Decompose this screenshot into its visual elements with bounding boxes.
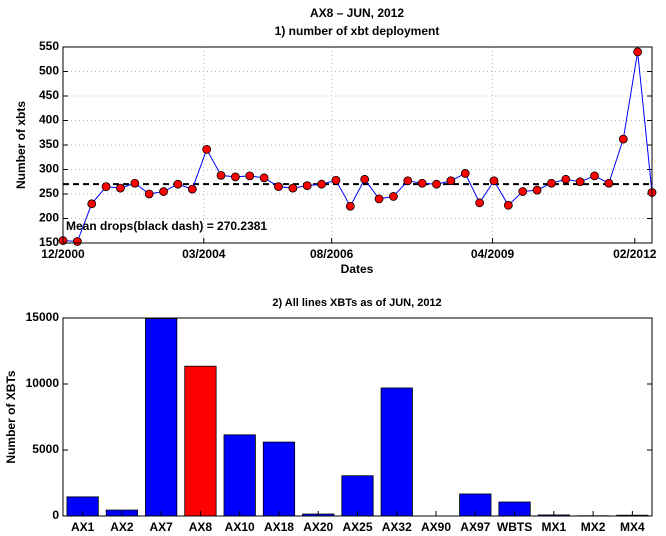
x-tick-label: AX2: [110, 520, 134, 534]
bar: [223, 434, 256, 517]
data-point: [173, 179, 183, 189]
y-tick-label: 300: [39, 162, 59, 176]
y-tick-label: 400: [39, 113, 59, 127]
y-axis-label: Number of xbts: [14, 101, 28, 189]
data-point: [101, 182, 111, 192]
data-point: [633, 47, 643, 57]
x-tick-label: 08/2006: [310, 247, 354, 261]
data-point: [87, 199, 97, 209]
y-tick-label: 350: [39, 137, 59, 151]
data-point: [288, 183, 298, 193]
x-tick-label: 03/2004: [182, 247, 226, 261]
data-point: [403, 176, 413, 186]
data-point: [259, 173, 269, 183]
data-point: [604, 178, 614, 188]
data-point: [389, 192, 398, 201]
x-tick-label: AX25: [342, 520, 372, 534]
data-point: [345, 201, 355, 211]
data-point: [331, 175, 341, 185]
x-tick-label: AX10: [225, 520, 255, 534]
y-tick-label: 5000: [32, 442, 59, 456]
data-point: [187, 184, 197, 194]
data-point: [72, 237, 82, 246]
y-tick-label: 500: [39, 64, 59, 78]
data-point: [518, 187, 528, 196]
data-point: [202, 145, 212, 154]
x-tick-label: MX2: [581, 520, 606, 534]
y-tick-label: 0: [52, 508, 59, 522]
data-point: [144, 189, 154, 199]
data-point: [460, 169, 470, 178]
x-tick-label: AX20: [303, 520, 333, 534]
data-point: [618, 134, 628, 144]
data-point: [216, 170, 226, 180]
data-point: [159, 187, 168, 196]
x-tick-label: AX8: [189, 520, 213, 534]
x-tick-label: WBTS: [497, 520, 532, 534]
data-point: [532, 185, 542, 195]
plot-frame: [62, 46, 653, 244]
chart-subtitle: 1) number of xbt deployment: [275, 24, 440, 38]
chart-title: AX8 – JUN, 2012: [310, 6, 404, 20]
bar: [145, 318, 178, 517]
x-tick-label: AX7: [149, 520, 173, 534]
x-tick-label: AX1: [71, 520, 95, 534]
x-tick-label: AX97: [460, 520, 490, 534]
data-point: [475, 198, 485, 208]
data-point: [245, 171, 255, 181]
data-point: [374, 194, 384, 204]
bar: [341, 475, 374, 517]
bar: [184, 365, 217, 517]
x-tick-label: 04/2009: [471, 247, 515, 261]
y-tick-label: 450: [39, 88, 59, 102]
annotation: Mean drops(black dash) = 270.2381: [66, 219, 267, 233]
bar: [262, 441, 296, 517]
x-tick-label: MX1: [541, 520, 566, 534]
data-point: [590, 171, 599, 181]
data-point: [503, 200, 513, 210]
y-tick-label: 250: [39, 186, 59, 200]
data-point: [432, 179, 441, 189]
data-point: [489, 176, 499, 186]
data-point: [360, 174, 370, 184]
x-tick-label: AX90: [421, 520, 451, 534]
x-tick-label: 12/2000: [41, 247, 85, 261]
data-point: [446, 176, 456, 186]
data-point: [575, 177, 585, 187]
y-tick-label: 15000: [26, 310, 60, 324]
data-point: [561, 174, 571, 184]
x-tick-label: MX4: [620, 520, 645, 534]
y-tick-label: 200: [39, 211, 59, 225]
bar: [380, 387, 413, 517]
data-point: [317, 179, 326, 189]
x-tick-label: 02/2012: [613, 247, 657, 261]
y-tick-label: 10000: [26, 376, 60, 390]
x-tick-label: AX32: [382, 520, 412, 534]
x-axis-label: Dates: [341, 262, 374, 276]
y-tick-label: 150: [39, 235, 59, 249]
data-point: [130, 178, 140, 188]
y-tick-label: 550: [39, 39, 59, 53]
data-point: [302, 181, 312, 191]
chart-title: 2) All lines XBTs as of JUN, 2012: [272, 297, 441, 309]
data-point: [547, 178, 556, 188]
plot-frame: [62, 317, 653, 517]
data-point: [274, 182, 283, 192]
data-point: [116, 183, 125, 193]
data-point: [417, 178, 427, 188]
y-axis-label: Number of XBTs: [4, 370, 18, 463]
data-point: [230, 172, 240, 182]
x-tick-label: AX18: [264, 520, 294, 534]
